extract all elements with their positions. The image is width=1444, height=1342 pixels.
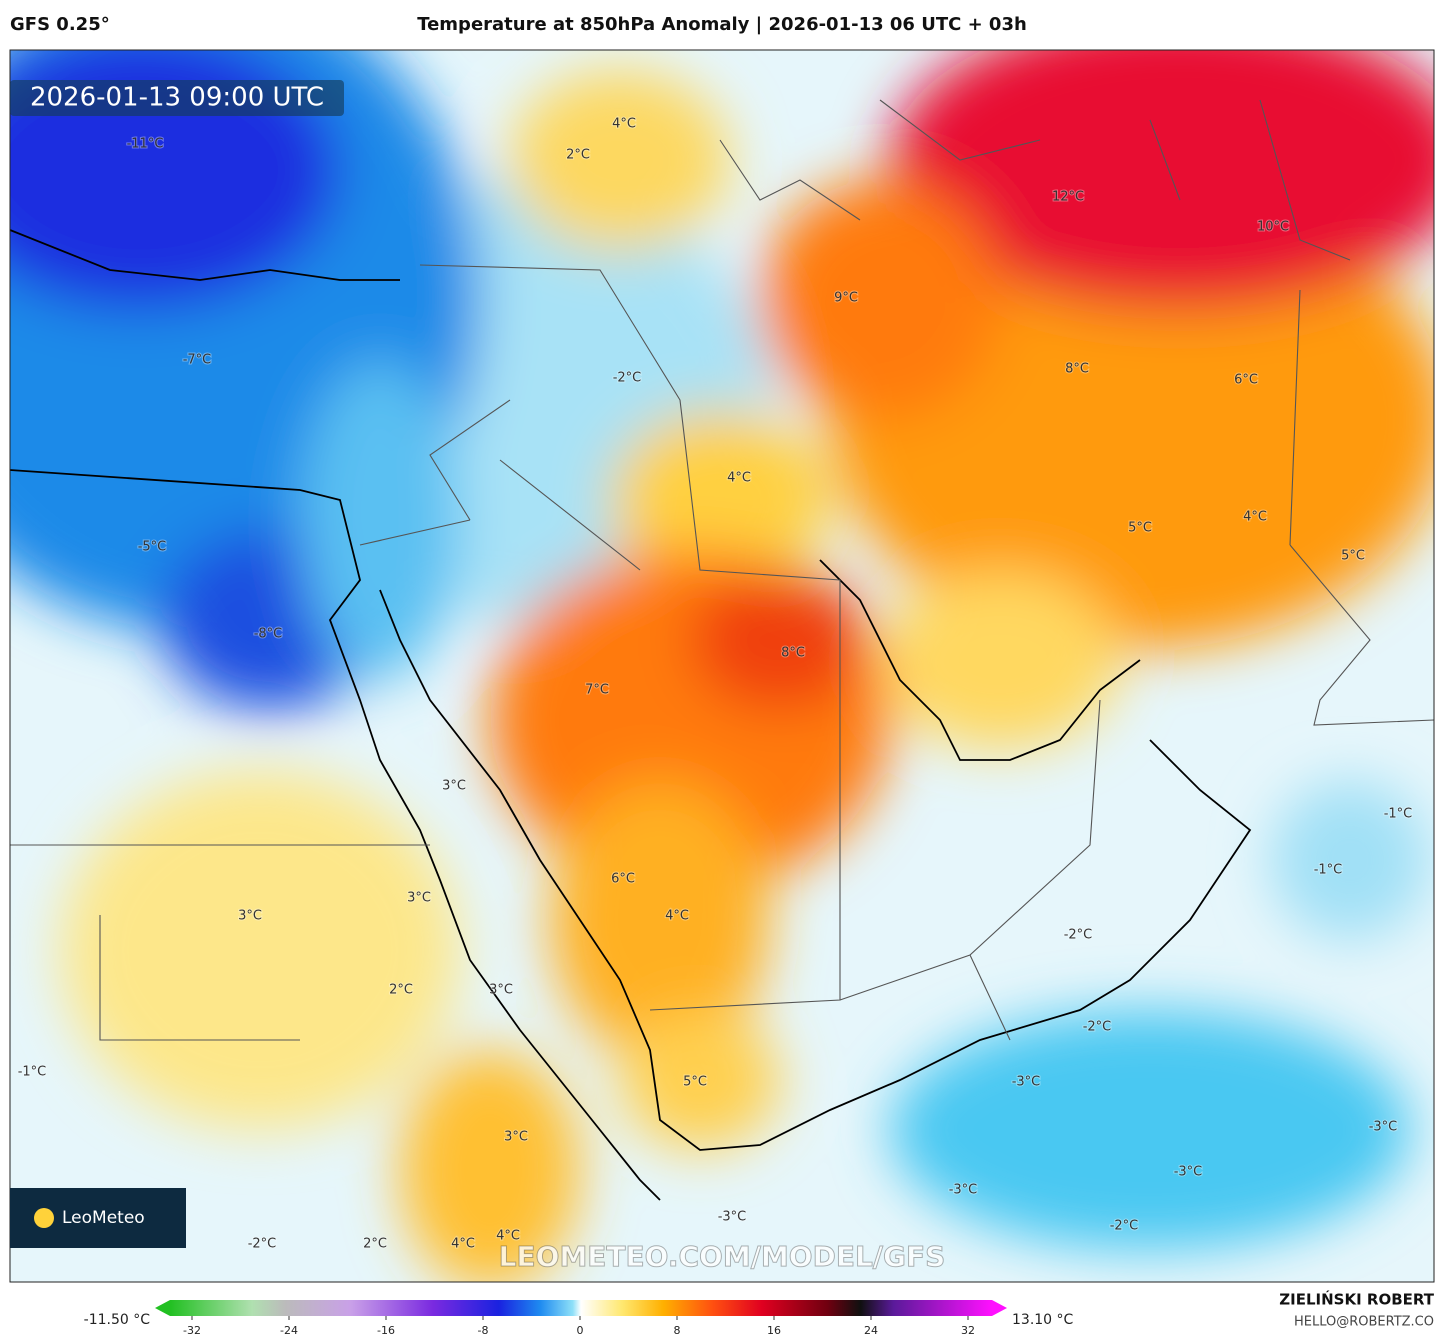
colorbar bbox=[170, 1300, 992, 1316]
map-frame bbox=[9, 49, 1435, 1283]
contour-label: 4°C bbox=[727, 471, 751, 486]
map: -11°C -7°C -5°C -8°C 4°C 2°C 12°C 10°C 9°C -2°C 8°… bbox=[10, 50, 1434, 1282]
contour-label: -3°C bbox=[1369, 1120, 1398, 1135]
contour-label: -11°C bbox=[127, 137, 164, 152]
contour-label: 4°C bbox=[451, 1237, 475, 1252]
contour-label: -2°C bbox=[1064, 928, 1093, 943]
timestamp-box bbox=[10, 80, 344, 116]
logo-sun bbox=[34, 1208, 54, 1228]
author: ZIELIŃSKI ROBERT bbox=[1279, 1290, 1434, 1309]
model-name: GFS 0.25° bbox=[10, 14, 110, 35]
contour-label: 4°C bbox=[665, 909, 689, 924]
contour-label: -2°C bbox=[613, 371, 642, 386]
contour-label: 7°C bbox=[585, 683, 609, 698]
contour-label: -1°C bbox=[18, 1065, 47, 1080]
email: HELLO@ROBERTZ.CO bbox=[1294, 1315, 1434, 1330]
colorbar-max: 13.10 °C bbox=[1012, 1312, 1074, 1328]
contour-label: -3°C bbox=[718, 1210, 747, 1225]
contour-label: -8°C bbox=[254, 627, 283, 642]
colorbar-ticks: -32 -24 -16 -8 0 8 16 24 32 bbox=[183, 1316, 975, 1337]
contour-label: -2°C bbox=[248, 1237, 277, 1252]
contour-label: 4°C bbox=[1243, 510, 1267, 525]
colorbar-tick-label: 32 bbox=[961, 1324, 975, 1337]
colorbar-tick-label: -32 bbox=[183, 1324, 201, 1337]
colorbar-max-arrow bbox=[992, 1300, 1007, 1316]
contour-label: 3°C bbox=[489, 983, 513, 998]
contour-label: -3°C bbox=[1174, 1165, 1203, 1180]
contour-label: 8°C bbox=[781, 646, 805, 661]
contour-label: 12°C bbox=[1052, 190, 1084, 205]
contour-label: 3°C bbox=[442, 779, 466, 794]
contour-label: -3°C bbox=[949, 1183, 978, 1198]
colorbar-min: -11.50 °C bbox=[84, 1312, 151, 1328]
contour-label: -7°C bbox=[183, 353, 212, 368]
contour-label: 8°C bbox=[1065, 362, 1089, 377]
colorbar-min-arrow bbox=[155, 1300, 170, 1316]
contour-label: 5°C bbox=[683, 1075, 707, 1090]
contour-label: -2°C bbox=[1083, 1020, 1112, 1035]
map-title: Temperature at 850hPa Anomaly | 2026-01-… bbox=[417, 14, 1027, 35]
colorbar-tick-label: 8 bbox=[674, 1324, 681, 1337]
contour-label: 10°C bbox=[1257, 220, 1289, 235]
contour-label: 3°C bbox=[407, 891, 431, 906]
contour-label: 3°C bbox=[504, 1130, 528, 1145]
logo: LeoMeteo bbox=[62, 1208, 145, 1228]
map-labels: -11°C -7°C -5°C -8°C 4°C 2°C 12°C 10°C 9°C -2°C 8°… bbox=[17, 116, 1414, 1253]
contour-label: -1°C bbox=[1384, 807, 1413, 822]
contour-label: 2°C bbox=[389, 983, 413, 998]
timestamp: 2026-01-13 09:00 UTC bbox=[30, 83, 324, 113]
watermark: LEOMETEO.COM/MODEL/GFS bbox=[499, 1240, 946, 1273]
contour-label: 5°C bbox=[1128, 521, 1152, 536]
contour-label: 3°C bbox=[238, 909, 262, 924]
colorbar-tick-label: -24 bbox=[280, 1324, 298, 1337]
contour-label: 4°C bbox=[612, 117, 636, 132]
contour-label: 6°C bbox=[1234, 373, 1258, 388]
contour-label: -3°C bbox=[1012, 1075, 1041, 1090]
contour-label: -1°C bbox=[1314, 863, 1343, 878]
contour-label: 2°C bbox=[363, 1237, 387, 1252]
colorbar-tick-label: -8 bbox=[478, 1324, 489, 1337]
contour-label: 9°C bbox=[834, 291, 858, 306]
contour-label: 6°C bbox=[611, 872, 635, 887]
contour-label: -5°C bbox=[138, 540, 167, 555]
contour-label: 2°C bbox=[566, 148, 590, 163]
contour-label: 4°C bbox=[496, 1229, 520, 1244]
contour-label: -2°C bbox=[1110, 1219, 1139, 1234]
colorbar-tick-label: 24 bbox=[864, 1324, 878, 1337]
contour-label: 5°C bbox=[1341, 549, 1365, 564]
colorbar-tick-label: -16 bbox=[377, 1324, 395, 1337]
colorbar-tick-label: 0 bbox=[577, 1324, 584, 1337]
colorbar-tick-label: 16 bbox=[767, 1324, 781, 1337]
